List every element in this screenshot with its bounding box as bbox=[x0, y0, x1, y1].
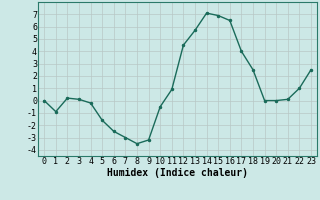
X-axis label: Humidex (Indice chaleur): Humidex (Indice chaleur) bbox=[107, 168, 248, 178]
